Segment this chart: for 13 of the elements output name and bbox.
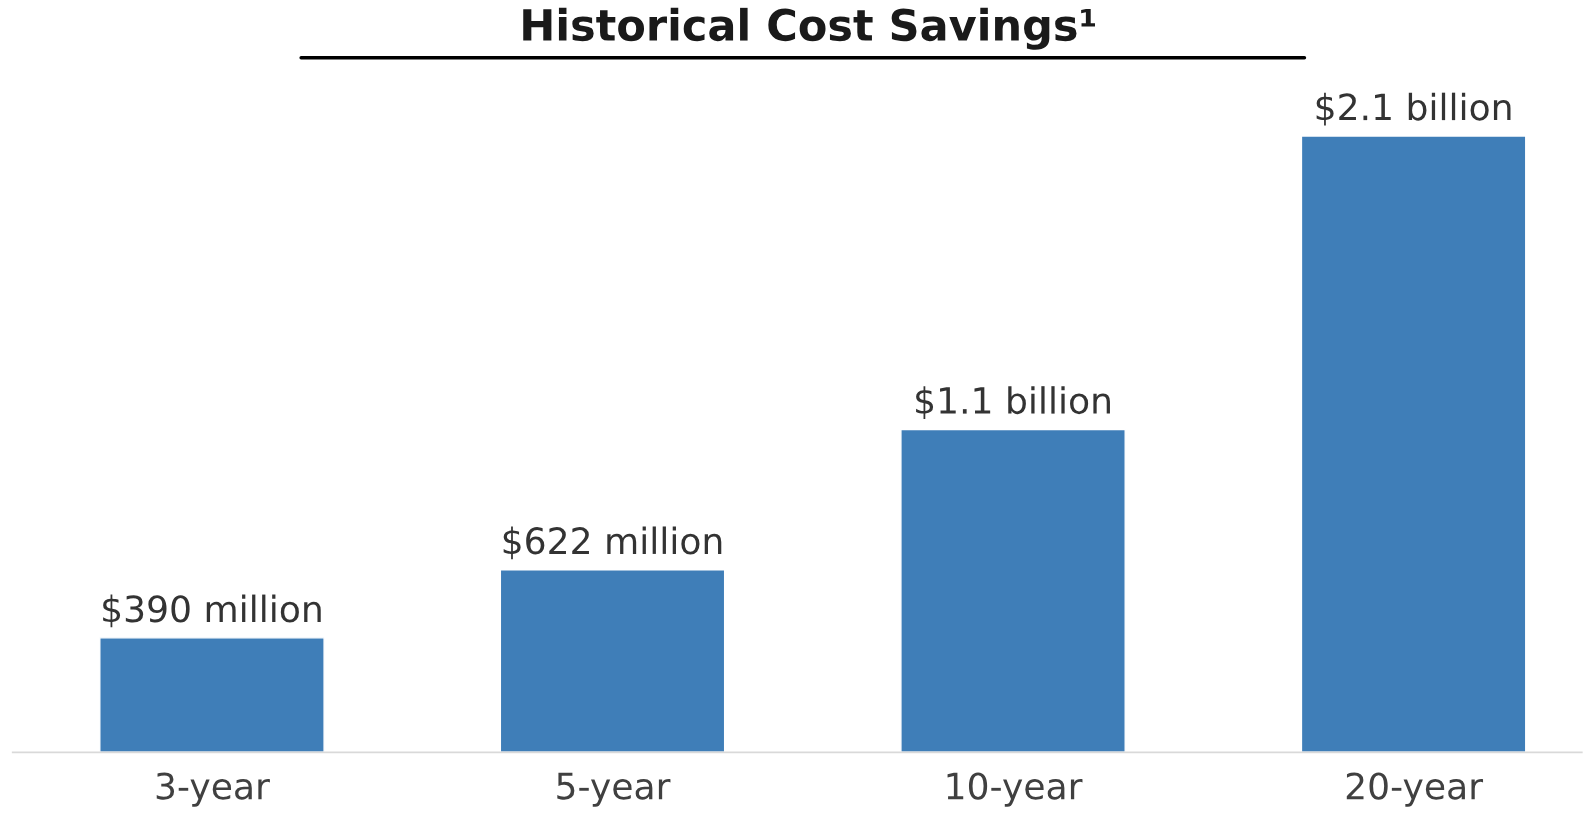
bar bbox=[499, 569, 726, 753]
data-label: $622 million bbox=[503, 526, 722, 560]
x-tick-label: 10-year bbox=[947, 772, 1083, 807]
chart-title: Historical Cost Savings¹ bbox=[523, 7, 1095, 50]
x-tick-label: 20-year bbox=[1346, 772, 1484, 807]
data-label: $390 million bbox=[103, 594, 321, 628]
bar bbox=[900, 428, 1126, 753]
data-label: $2.1 billion bbox=[1316, 92, 1511, 126]
x-tick-label: 3-year bbox=[156, 772, 270, 807]
bar bbox=[1300, 135, 1527, 753]
data-label: $1.1 billion bbox=[916, 386, 1110, 419]
bar bbox=[99, 637, 325, 753]
x-tick-label: 5-year bbox=[557, 772, 671, 807]
